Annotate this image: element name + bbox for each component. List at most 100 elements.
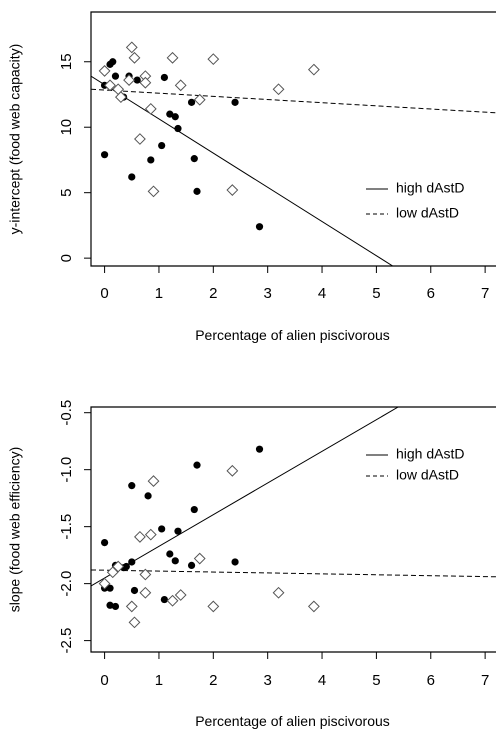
data-point-filled <box>160 595 168 604</box>
data-point-filled <box>144 492 152 500</box>
data-point-filled <box>109 58 117 66</box>
x-tick-label: 5 <box>372 672 380 689</box>
data-point-open <box>226 464 239 477</box>
data-point-open <box>134 133 146 145</box>
data-point-filled <box>190 155 198 163</box>
x-tick-label: 4 <box>318 285 326 302</box>
data-point-open <box>144 102 157 115</box>
data-point-filled <box>187 561 196 569</box>
data-point-filled <box>147 156 155 164</box>
data-point-filled <box>122 562 130 571</box>
x-tick-label: 6 <box>427 672 435 689</box>
data-point-open <box>112 560 125 573</box>
data-point-open <box>106 566 119 579</box>
data-point-open <box>98 65 111 77</box>
data-point-open <box>174 589 187 601</box>
x-tick-label: 6 <box>427 285 435 302</box>
data-point-filled <box>133 76 141 84</box>
legend: high dAstD low dAstD <box>366 180 464 221</box>
data-point-filled <box>158 525 166 533</box>
regression-line-high-dastd <box>91 407 399 587</box>
data-point-filled <box>190 505 198 514</box>
data-point-filled <box>128 558 136 566</box>
data-point-open <box>98 577 111 590</box>
regression-line-high-dastd <box>91 75 393 266</box>
x-tick-label: 7 <box>481 672 489 689</box>
data-point-open <box>272 586 285 599</box>
data-point-filled <box>187 98 196 106</box>
x-tick-label: 4 <box>318 672 326 689</box>
data-point-filled <box>111 602 120 611</box>
data-point-open <box>272 83 285 96</box>
data-point-open <box>125 41 138 54</box>
data-point-open <box>193 93 206 106</box>
data-point-filled <box>231 98 239 106</box>
data-point-open <box>134 530 146 543</box>
regression-line-low-dastd <box>91 88 496 114</box>
x-tick-label: 2 <box>209 285 217 302</box>
data-point-open <box>144 528 157 541</box>
data-point-open <box>193 552 206 565</box>
x-tick-label: 7 <box>481 285 489 302</box>
y-tick-label: -1.0 <box>58 457 75 483</box>
data-point-open <box>226 184 239 196</box>
data-point-open <box>207 53 220 66</box>
x-tick-label: 3 <box>264 672 272 689</box>
data-point-filled <box>171 113 179 121</box>
data-point-filled <box>158 141 166 150</box>
x-tick-label: 2 <box>209 672 217 689</box>
y-tick-label: -2.0 <box>58 571 75 597</box>
data-point-filled <box>106 601 114 609</box>
y-tick-label: 5 <box>58 189 75 197</box>
legend-label: high dAstD <box>396 180 464 196</box>
data-point-filled <box>171 557 179 565</box>
x-axis-label: Percentage of alien piscivorous <box>195 327 390 343</box>
chart-panel-1: 0 1 2 3 4 5 6 7 0 5 10 15 Percentage of alien pisciv… <box>7 11 496 343</box>
data-point-filled <box>100 151 109 159</box>
y-tick-label: -2.5 <box>58 628 75 654</box>
y-axis-label: y-intercept (food web capacity) <box>7 44 23 235</box>
data-point-open <box>139 568 152 581</box>
data-point-open <box>207 600 220 613</box>
data-point-filled <box>128 482 136 490</box>
data-point-filled <box>174 527 182 535</box>
data-point-open <box>128 616 141 629</box>
y-tick-label: 10 <box>58 119 75 136</box>
data-point-open <box>147 185 160 198</box>
data-point-filled <box>255 223 264 231</box>
plot-frame <box>90 406 496 653</box>
data-point-open <box>104 79 116 92</box>
y-tick-label: -1.5 <box>58 514 75 540</box>
legend-label: low dAstD <box>396 467 459 483</box>
data-point-filled <box>193 187 201 195</box>
data-point-filled <box>160 73 168 82</box>
y-tick-label: -0.5 <box>58 400 75 426</box>
x-tick-label: 0 <box>100 285 108 302</box>
regression-line-low-dastd <box>91 569 496 578</box>
data-point-open <box>128 51 141 64</box>
y-axis-label: slope (food web efficiency) <box>7 447 23 613</box>
data-point-open <box>307 63 320 76</box>
legend-label: low dAstD <box>396 205 459 221</box>
data-point-open <box>166 51 179 64</box>
data-point-open <box>125 600 138 613</box>
data-point-open <box>123 74 135 86</box>
chart-panel-2: 0 1 2 3 4 5 6 7 -2.5 -2.0 -1.5 -1.0 -0.5 Percentage o… <box>7 400 496 729</box>
x-tick-label: 1 <box>155 672 163 689</box>
data-point-filled <box>255 445 264 453</box>
data-point-filled <box>130 586 139 595</box>
data-point-open <box>166 594 179 607</box>
data-point-filled <box>111 72 120 80</box>
y-tick-label: 15 <box>58 53 75 70</box>
x-tick-label: 3 <box>264 285 272 302</box>
legend: high dAstD low dAstD <box>366 446 464 483</box>
plot-frame <box>90 11 496 267</box>
data-point-open <box>307 600 320 613</box>
x-tick-label: 1 <box>155 285 163 302</box>
data-point-open <box>147 475 160 487</box>
data-point-open <box>114 91 127 104</box>
x-tick-label: 0 <box>100 672 108 689</box>
data-point-filled <box>193 461 201 469</box>
data-point-open <box>174 79 187 92</box>
